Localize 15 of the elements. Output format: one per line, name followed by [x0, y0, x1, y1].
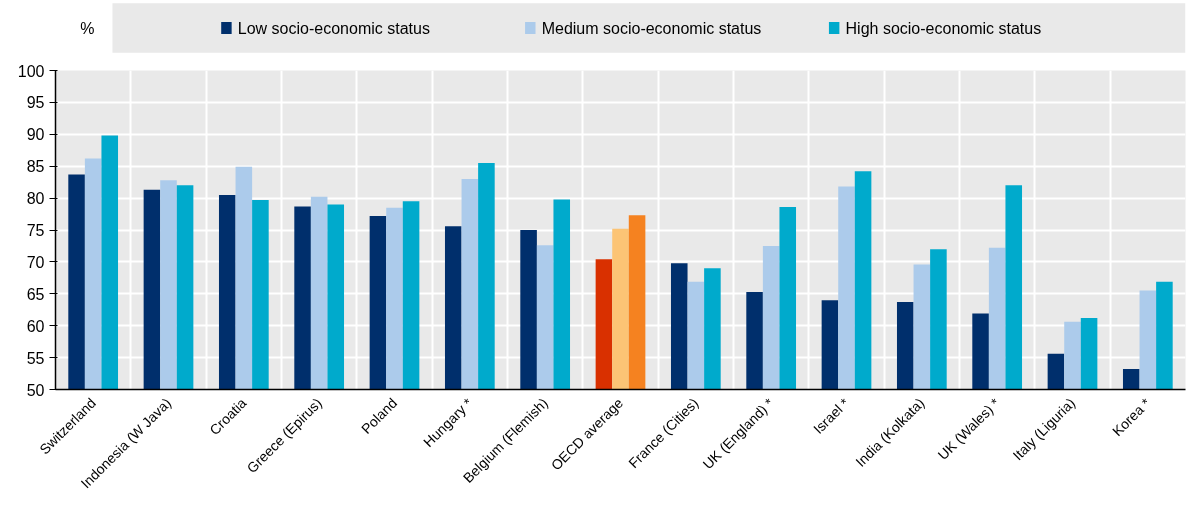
y-tick-label: 85 [26, 158, 45, 176]
y-axis-title: % [80, 19, 95, 37]
y-tick-label: 95 [26, 94, 45, 112]
y-tick-label: 90 [26, 126, 45, 144]
y-tick-label: 65 [26, 285, 45, 303]
y-tick-label: 60 [26, 317, 45, 335]
legend-label: High socio-economic status [845, 19, 1042, 37]
y-tick-label: 80 [26, 190, 45, 208]
legend-label: Medium socio-economic status [541, 19, 762, 37]
y-tick-label: 70 [26, 253, 45, 271]
y-tick-label: 50 [26, 381, 45, 399]
legend-label: Low socio-economic status [237, 19, 430, 37]
y-tick-label: 55 [26, 349, 45, 367]
y-tick-label: 75 [26, 222, 45, 239]
y-tick-label: 100 [17, 62, 45, 80]
